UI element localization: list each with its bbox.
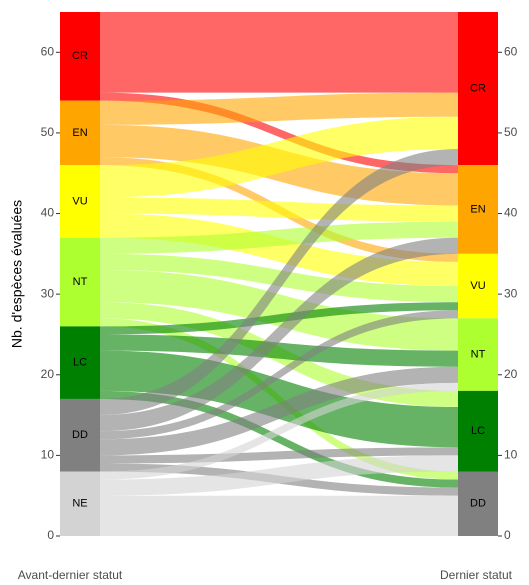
stratum-label: VU [470, 280, 485, 292]
y-tick-label-left: 0 [47, 528, 54, 542]
flow-ribbon [100, 382, 458, 480]
flow-ribbon [100, 495, 458, 536]
flow-ribbon [100, 92, 458, 174]
y-tick-label-right: 0 [504, 528, 511, 542]
stratum [458, 390, 498, 472]
y-tick-label-right: 60 [504, 44, 518, 58]
stratum [60, 326, 100, 399]
y-tick-label-right: 50 [504, 125, 518, 139]
stratum [458, 318, 498, 391]
flow-ribbon [100, 302, 458, 335]
stratum-label: CR [72, 50, 88, 62]
stratum-label: CR [470, 82, 486, 94]
stratum-label: NT [471, 349, 486, 361]
stratum-label: EN [72, 127, 87, 139]
flow-ribbon [100, 221, 458, 254]
stratum-label: DD [72, 429, 88, 441]
stratum [458, 471, 498, 536]
flow-ribbon [100, 334, 458, 367]
stratum [458, 165, 498, 254]
flow-ribbon [100, 92, 458, 125]
stratum [60, 165, 100, 238]
flow-ribbon [100, 366, 458, 456]
stratum [458, 253, 498, 319]
stratum-label: NE [72, 498, 87, 510]
stratum-label: EN [470, 203, 485, 215]
stratum-label: NT [73, 276, 88, 288]
y-tick-label-left: 60 [41, 44, 55, 58]
stratum [60, 237, 100, 327]
y-axis-title: Nb. d'espèces évaluées [9, 200, 25, 348]
flow-ribbon [100, 455, 458, 496]
flow-ribbon [100, 310, 458, 440]
stratum [458, 12, 498, 166]
y-tick-label-left: 20 [41, 367, 55, 381]
stratum [60, 471, 100, 536]
flow-ribbon [100, 116, 458, 198]
flow-ribbon [100, 390, 458, 488]
y-tick-label-left: 30 [41, 286, 55, 300]
flow-ribbon [100, 447, 458, 464]
flow-ribbon [100, 197, 458, 222]
stratum-label: LC [73, 357, 87, 369]
flows [100, 12, 458, 536]
y-tick-label-right: 40 [504, 206, 518, 220]
y-tick-label-right: 10 [504, 448, 518, 462]
strata: CR EN VU NT LC DD NE CR EN VU NT LC DD [60, 12, 498, 536]
y-tick-label-left: 40 [41, 206, 55, 220]
x-axis-label-left: Avant-dernier statut [18, 568, 123, 582]
flow-ribbon [100, 149, 458, 416]
stratum-label: DD [470, 498, 486, 510]
y-tick-label-right: 30 [504, 286, 518, 300]
flow-ribbon [100, 12, 458, 93]
stratum [60, 100, 100, 166]
y-tick-label-right: 20 [504, 367, 518, 381]
stratum [60, 398, 100, 472]
y-tick-label-left: 50 [41, 125, 55, 139]
stratum [60, 12, 100, 101]
y-tick-label-left: 10 [41, 448, 55, 462]
flow-ribbon [100, 237, 458, 432]
x-axis-label-right: Dernier statut [440, 568, 513, 582]
stratum-label: LC [471, 425, 485, 437]
stratum-label: VU [72, 195, 87, 207]
